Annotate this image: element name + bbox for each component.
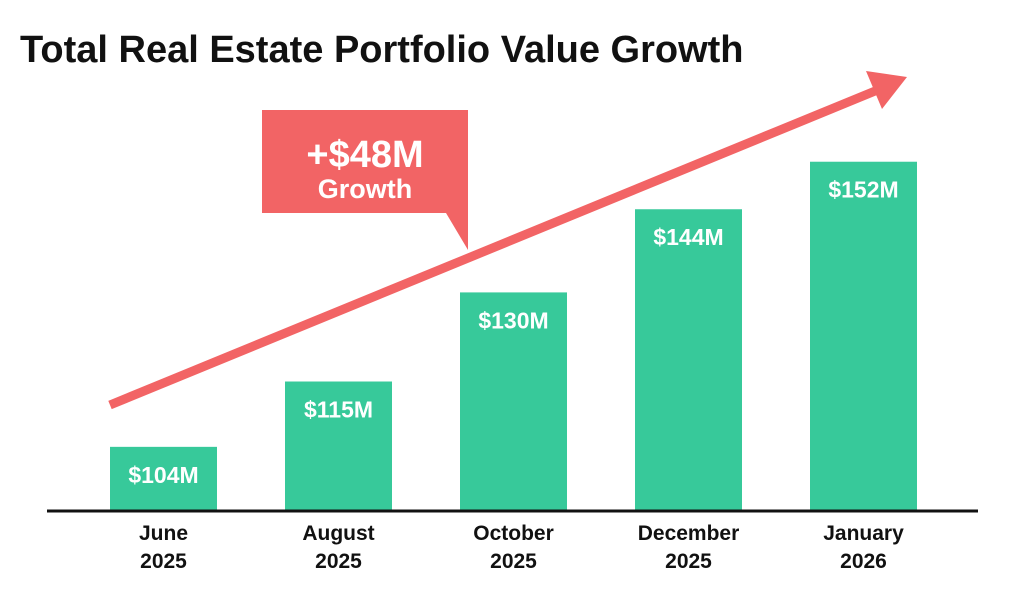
bar-3 (635, 209, 742, 512)
callout-label: Growth (318, 174, 413, 204)
x-tick-label: 2025 (315, 550, 362, 573)
data-label: $144M (653, 224, 723, 250)
growth-arrow (108, 71, 907, 410)
data-label: $115M (304, 397, 373, 423)
x-tick-label: 2025 (490, 550, 537, 573)
data-label: $130M (478, 307, 548, 333)
x-tick-label: August (302, 522, 374, 545)
x-tick-label: October (473, 522, 554, 545)
x-tick-label: June (139, 522, 188, 545)
chart-title: Total Real Estate Portfolio Value Growth (20, 29, 744, 71)
x-tick-label: January (823, 522, 904, 545)
growth-arrow-line (108, 84, 882, 410)
callout-box (262, 110, 468, 250)
x-tick-label: 2025 (140, 550, 187, 573)
x-tick-label: 2026 (840, 550, 887, 573)
bars-group: $104M $115M $130M $144M $152M (110, 161, 917, 512)
arrow-head-icon (866, 71, 907, 109)
callout-amount: +$48M (306, 134, 423, 176)
bar-0 (110, 446, 217, 511)
data-label: $152M (828, 177, 898, 203)
x-axis-labels: June 2025 August 2025 October 2025 December 202… (139, 522, 904, 573)
bar-1 (285, 381, 392, 511)
data-label: $104M (128, 462, 198, 488)
bar-2 (460, 292, 567, 511)
x-tick-label: 2025 (665, 550, 712, 573)
x-tick-label: December (638, 522, 740, 545)
bar-4 (810, 161, 917, 511)
growth-callout: +$48M Growth (262, 110, 468, 250)
